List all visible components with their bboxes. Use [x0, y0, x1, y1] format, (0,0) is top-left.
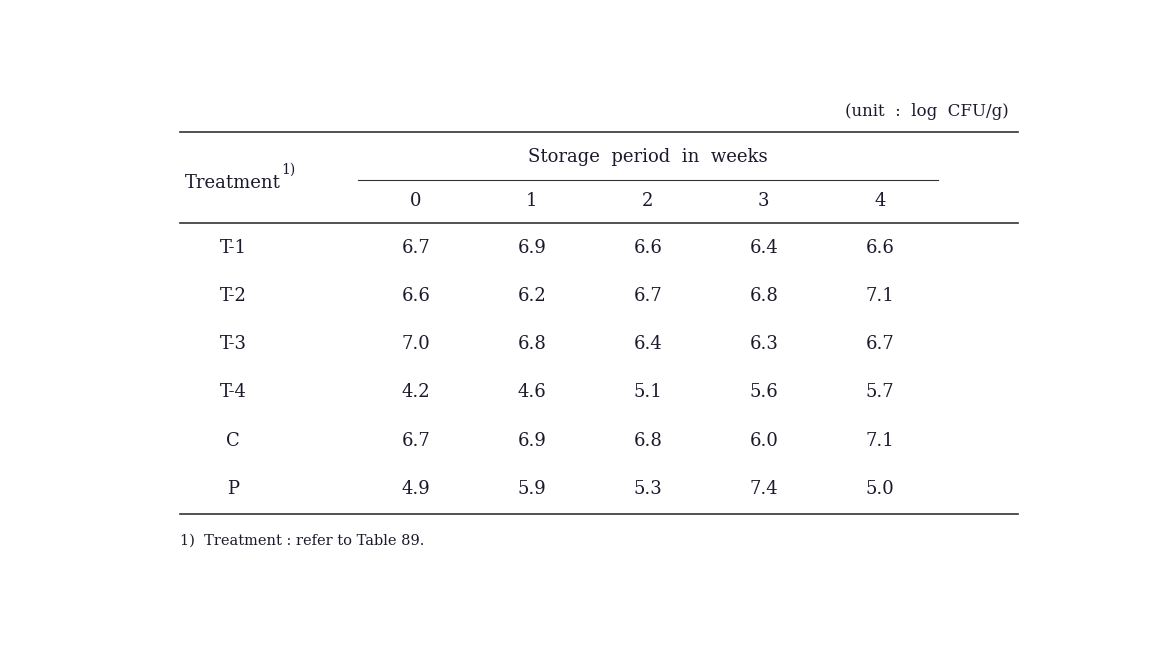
Text: (unit  :  log  CFU/g): (unit : log CFU/g): [845, 103, 1009, 120]
Text: 6.9: 6.9: [518, 239, 547, 258]
Text: 5.6: 5.6: [749, 384, 778, 401]
Text: 1)  Treatment : refer to Table 89.: 1) Treatment : refer to Table 89.: [180, 534, 424, 548]
Text: 6.8: 6.8: [633, 432, 662, 449]
Text: 5.9: 5.9: [518, 480, 547, 497]
Text: 6.8: 6.8: [518, 336, 547, 353]
Text: 2: 2: [642, 193, 654, 210]
Text: 0: 0: [410, 193, 421, 210]
Text: 7.0: 7.0: [402, 336, 430, 353]
Text: Storage  period  in  weeks: Storage period in weeks: [528, 148, 768, 166]
Text: 7.1: 7.1: [866, 287, 894, 306]
Text: 3: 3: [759, 193, 770, 210]
Text: 6.8: 6.8: [749, 287, 778, 306]
Text: 6.9: 6.9: [518, 432, 547, 449]
Text: 6.4: 6.4: [633, 336, 662, 353]
Text: 6.4: 6.4: [749, 239, 778, 258]
Text: 6.7: 6.7: [866, 336, 894, 353]
Text: 5.7: 5.7: [866, 384, 894, 401]
Text: 6.6: 6.6: [633, 239, 662, 258]
Text: 5.3: 5.3: [633, 480, 662, 497]
Text: 5.1: 5.1: [633, 384, 662, 401]
Text: Treatment: Treatment: [185, 174, 281, 192]
Text: 6.7: 6.7: [633, 287, 662, 306]
Text: 1): 1): [281, 163, 296, 177]
Text: P: P: [227, 480, 239, 497]
Text: T-2: T-2: [220, 287, 246, 306]
Text: 6.2: 6.2: [518, 287, 547, 306]
Text: 6.7: 6.7: [402, 239, 430, 258]
Text: 6.6: 6.6: [402, 287, 430, 306]
Text: 4: 4: [874, 193, 885, 210]
Text: T-4: T-4: [220, 384, 246, 401]
Text: C: C: [227, 432, 239, 449]
Text: 7.4: 7.4: [749, 480, 778, 497]
Text: T-3: T-3: [220, 336, 246, 353]
Text: 6.0: 6.0: [749, 432, 778, 449]
Text: T-1: T-1: [220, 239, 246, 258]
Text: 5.0: 5.0: [866, 480, 894, 497]
Text: 6.7: 6.7: [402, 432, 430, 449]
Text: 1: 1: [526, 193, 538, 210]
Text: 4.6: 4.6: [518, 384, 547, 401]
Text: 6.3: 6.3: [749, 336, 778, 353]
Text: 7.1: 7.1: [866, 432, 894, 449]
Text: 4.9: 4.9: [402, 480, 430, 497]
Text: 6.6: 6.6: [866, 239, 894, 258]
Text: 4.2: 4.2: [402, 384, 430, 401]
